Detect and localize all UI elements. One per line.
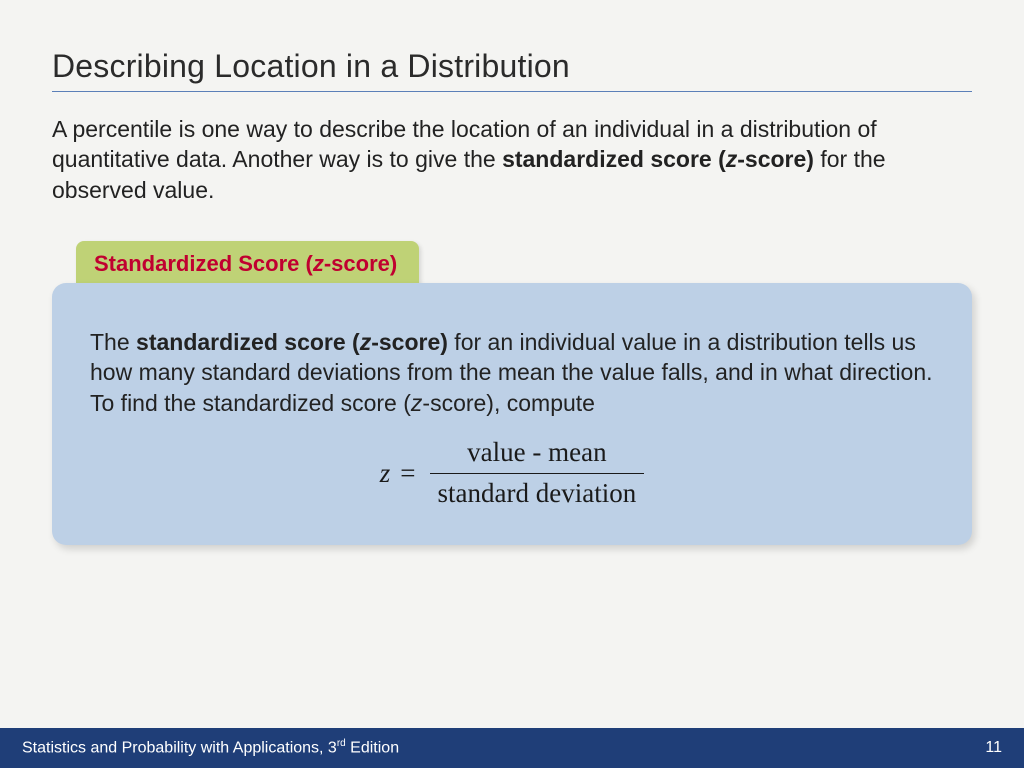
footer-page-number: 11 <box>985 739 1002 757</box>
definition-tab: Standardized Score (z-score) <box>76 241 419 287</box>
footer-book-b: Edition <box>346 740 399 757</box>
formula-denominator: standard deviation <box>430 474 645 511</box>
intro-bold-a: standardized score ( <box>502 146 726 172</box>
def-i2: z <box>411 390 423 416</box>
formula-lhs: z <box>380 458 391 489</box>
intro-paragraph: A percentile is one way to describe the … <box>52 114 972 205</box>
footer-book-a: Statistics and Probability with Applicat… <box>22 740 337 757</box>
def-b2: -score) <box>371 329 448 355</box>
formula-numerator: value - mean <box>430 436 645 474</box>
definition-text: The standardized score (z-score) for an … <box>90 327 934 418</box>
footer-book-sup: rd <box>337 738 346 749</box>
tab-pre: Standardized Score ( <box>94 251 313 276</box>
intro-bold-italic: z <box>726 146 738 172</box>
def-bi: z <box>360 329 372 355</box>
def-b1: standardized score ( <box>136 329 360 355</box>
formula-equals: = <box>400 458 415 489</box>
def-t1: The <box>90 329 136 355</box>
formula-fraction: value - mean standard deviation <box>430 436 645 511</box>
def-t3: -score), compute <box>422 390 595 416</box>
tab-post: -score) <box>324 251 397 276</box>
slide: Describing Location in a Distribution A … <box>0 0 1024 768</box>
definition-panel: The standardized score (z-score) for an … <box>52 283 972 545</box>
footer-book-title: Statistics and Probability with Applicat… <box>22 738 399 757</box>
intro-bold-b: -score) <box>737 146 814 172</box>
formula: z = value - mean standard deviation <box>90 436 934 511</box>
slide-title: Describing Location in a Distribution <box>52 48 972 92</box>
tab-italic: z <box>313 251 324 276</box>
footer-bar: Statistics and Probability with Applicat… <box>0 728 1024 768</box>
